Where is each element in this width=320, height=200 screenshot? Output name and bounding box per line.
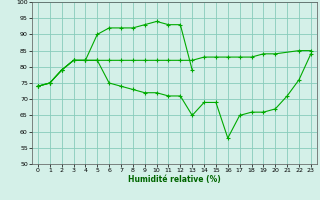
X-axis label: Humidité relative (%): Humidité relative (%)	[128, 175, 221, 184]
